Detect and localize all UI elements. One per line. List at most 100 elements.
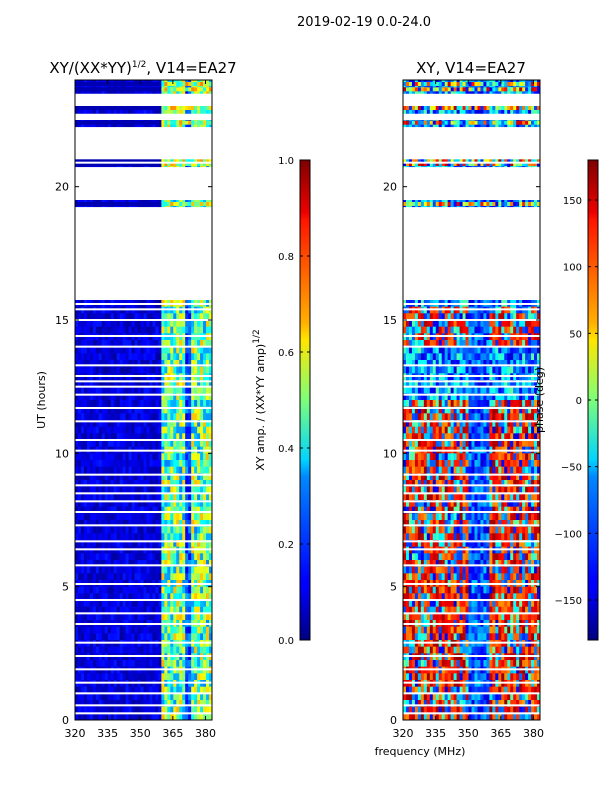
heatmap-cell xyxy=(194,440,198,448)
heatmap-cell xyxy=(411,393,416,401)
heatmap-cell xyxy=(504,426,508,434)
heatmap-cell xyxy=(149,566,153,574)
heatmap-cell xyxy=(459,346,463,354)
heatmap-cell xyxy=(191,466,195,474)
heatmap-cell xyxy=(176,593,180,601)
heatmap-cell xyxy=(519,320,523,328)
heatmap-cell xyxy=(77,326,82,334)
heatmap-cell xyxy=(158,473,162,481)
heatmap-cell xyxy=(149,473,153,481)
heatmap-cell xyxy=(194,633,198,641)
heatmap-cell xyxy=(155,706,159,714)
colorbar-amplitude-gradient xyxy=(299,159,311,641)
heatmap-cell xyxy=(206,426,210,434)
heatmap-cell xyxy=(107,500,112,508)
heatmap-cell xyxy=(134,540,138,548)
heatmap-cell xyxy=(77,413,82,421)
heatmap-cell xyxy=(468,420,472,428)
heatmap-cell xyxy=(92,593,97,601)
heatmap-cell xyxy=(408,453,413,461)
heatmap-cell xyxy=(459,106,463,114)
heatmap-cell xyxy=(152,493,156,501)
heatmap-cell xyxy=(179,540,183,548)
heatmap-cell xyxy=(176,660,180,668)
heatmap-cell xyxy=(405,393,410,401)
heatmap-cell xyxy=(110,600,115,608)
heatmap-cell xyxy=(510,440,514,448)
heatmap-cell xyxy=(182,320,186,328)
heatmap-cell xyxy=(522,400,526,408)
heatmap-cell xyxy=(119,506,124,514)
heatmap-cell xyxy=(194,159,198,164)
heatmap-cell xyxy=(176,453,180,461)
heatmap-cell xyxy=(203,573,207,581)
heatmap-cell xyxy=(146,400,150,408)
heatmap-cell xyxy=(447,326,452,334)
heatmap-cell xyxy=(164,433,168,441)
heatmap-cell xyxy=(450,460,455,468)
heatmap-cell xyxy=(438,360,443,368)
heatmap-cell xyxy=(203,593,207,601)
heatmap-cell xyxy=(131,493,135,501)
heatmap-cell xyxy=(483,353,487,361)
heatmap-cell xyxy=(113,380,118,388)
heatmap-cell xyxy=(119,400,124,408)
heatmap-cell xyxy=(128,553,132,561)
heatmap-cell xyxy=(197,202,201,206)
heatmap-cell xyxy=(188,520,192,528)
heatmap-cell xyxy=(134,706,138,714)
heatmap-cell xyxy=(182,480,186,488)
heatmap-cell xyxy=(131,593,135,601)
heatmap-cell xyxy=(200,366,204,374)
heatmap-cell xyxy=(83,553,88,561)
heatmap-cell xyxy=(80,520,85,528)
heatmap-cell xyxy=(77,386,82,394)
heatmap-cell xyxy=(450,106,455,114)
heatmap-cell xyxy=(86,440,91,448)
heatmap-cell xyxy=(92,513,97,521)
heatmap-cell xyxy=(143,586,147,594)
heatmap-cell xyxy=(176,506,180,514)
heatmap-cell xyxy=(137,82,141,86)
heatmap-cell xyxy=(128,353,132,361)
heatmap-cell xyxy=(122,600,127,608)
heatmap-cell xyxy=(116,633,121,641)
heatmap-cell xyxy=(200,700,204,708)
heatmap-cell xyxy=(197,526,201,534)
heatmap-cell xyxy=(486,393,490,401)
heatmap-cell xyxy=(137,606,141,614)
heatmap-cell xyxy=(137,673,141,681)
heatmap-cell xyxy=(98,393,103,401)
heatmap-cell xyxy=(77,340,82,348)
heatmap-cell xyxy=(453,320,458,328)
heatmap-cell xyxy=(432,320,437,328)
heatmap-cell xyxy=(468,340,472,348)
heatmap-cell xyxy=(495,440,499,448)
heatmap-cell xyxy=(188,82,192,86)
heatmap-cell xyxy=(128,120,132,125)
heatmap-cell xyxy=(188,540,192,548)
heatmap-cell xyxy=(173,202,177,206)
heatmap-cell xyxy=(101,713,106,720)
heatmap-cell xyxy=(179,386,183,394)
heatmap-cell xyxy=(80,386,85,394)
heatmap-cell xyxy=(98,106,103,110)
heatmap-cell xyxy=(113,660,118,668)
heatmap-cell xyxy=(468,433,472,441)
heatmap-cell xyxy=(480,386,484,394)
heatmap-cell xyxy=(188,566,192,574)
heatmap-cell xyxy=(104,320,109,328)
heatmap-cell xyxy=(143,513,147,521)
heatmap-cell xyxy=(507,406,511,414)
heatmap-cell xyxy=(152,660,156,668)
heatmap-cell xyxy=(77,346,82,354)
heatmap-cell xyxy=(119,426,124,434)
heatmap-cell xyxy=(143,87,147,92)
heatmap-cell xyxy=(75,82,79,86)
colorbar-amplitude-label-main: XY amp. / (XX*YY amp) xyxy=(254,344,267,471)
heatmap-cell xyxy=(155,613,159,621)
heatmap-cell xyxy=(164,606,168,614)
heatmap-cell xyxy=(203,453,207,461)
heatmap-cell xyxy=(203,553,207,561)
heatmap-cell xyxy=(143,646,147,654)
